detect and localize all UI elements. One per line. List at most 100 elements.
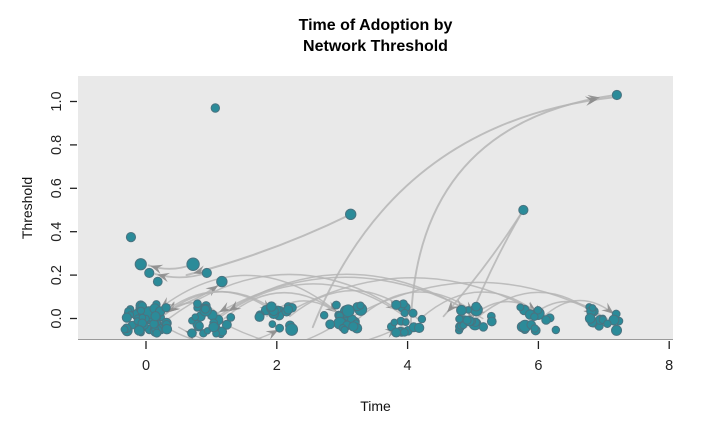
vertex-point <box>611 324 623 336</box>
vertex-point <box>530 312 539 321</box>
vertex-point <box>216 275 228 288</box>
x-axis-label: Time <box>360 398 391 414</box>
vertex-point <box>530 324 539 333</box>
vertex-point <box>133 325 145 336</box>
chart-title-line2: Network Threshold <box>303 38 448 55</box>
vertex-point <box>471 301 482 312</box>
vertex-point <box>266 301 277 312</box>
vertex-point <box>152 276 163 287</box>
vertex-point <box>187 328 197 339</box>
vertex-point <box>391 327 402 338</box>
vertex-point <box>152 328 162 338</box>
y-tick-label: 0.6 <box>49 178 65 198</box>
network-edge <box>220 283 409 320</box>
vertex-point <box>551 325 561 335</box>
vertex-point <box>200 304 210 314</box>
edge-arrowhead <box>447 300 459 313</box>
vertex-point <box>121 312 132 323</box>
vertex-point <box>478 322 489 332</box>
vertex-point <box>462 315 472 325</box>
vertex-point <box>584 313 596 324</box>
network-edge <box>161 324 285 339</box>
vertex-point <box>325 319 336 330</box>
vertex-point <box>191 313 199 321</box>
network-edge <box>168 273 409 320</box>
vertex-point <box>268 320 277 328</box>
vertex-point <box>533 305 543 315</box>
vertex-point <box>340 325 349 334</box>
y-tick-label: 0.8 <box>49 135 65 155</box>
x-tick-label: 4 <box>404 358 412 374</box>
vertex-point <box>456 304 467 316</box>
y-tick-label: 0.4 <box>49 222 65 242</box>
vertex-point <box>541 315 551 325</box>
vertex-point <box>356 301 365 310</box>
edges-layer <box>147 94 618 339</box>
network-edge <box>207 276 484 320</box>
vertex-point <box>283 304 294 315</box>
vertex-point <box>611 89 622 101</box>
vertex-point <box>516 303 525 312</box>
vertex-point <box>455 314 464 324</box>
vertex-point <box>161 323 173 335</box>
vertex-point <box>588 304 597 312</box>
vertex-point <box>417 314 427 324</box>
edge-arrowhead <box>265 329 279 339</box>
network-edge <box>357 291 481 320</box>
vertex-point <box>194 321 204 331</box>
vertex-point <box>275 323 285 333</box>
chart-title: Time of Adoption by Network Threshold <box>78 15 673 57</box>
edge-arrowhead <box>150 264 164 274</box>
vertices-layer <box>120 89 624 339</box>
edge-arrowhead <box>601 302 614 314</box>
edge-arrowhead <box>157 272 171 283</box>
vertex-point <box>391 299 402 310</box>
vertex-point <box>390 318 399 327</box>
vertex-point <box>486 316 497 327</box>
vertex-point <box>518 204 529 216</box>
y-axis-label: Threshold <box>19 176 35 240</box>
edge-arrowhead <box>205 285 219 297</box>
y-tick-label: 1.0 <box>49 91 65 111</box>
vertex-point <box>144 267 155 279</box>
vertex-point <box>125 232 137 243</box>
vertex-point <box>120 325 129 334</box>
vertex-point <box>348 321 359 332</box>
vertex-point <box>400 328 409 337</box>
plot-background <box>78 76 673 339</box>
vertex-point <box>226 313 236 322</box>
vertex-point <box>221 319 232 330</box>
vertex-point <box>210 103 221 113</box>
vertex-point <box>186 257 200 271</box>
x-tick-label: 2 <box>273 358 281 374</box>
vertex-point <box>134 258 147 271</box>
network-edge <box>178 324 337 339</box>
edge-arrowhead <box>584 96 598 106</box>
edge-arrowhead <box>324 301 338 313</box>
vertex-point <box>161 303 171 313</box>
y-tick-label: 0.2 <box>49 265 65 285</box>
edge-arrowhead <box>228 300 242 312</box>
vertex-point <box>408 308 418 318</box>
network-edge <box>158 290 278 318</box>
vertex-point <box>319 311 329 320</box>
vertex-point <box>345 208 357 221</box>
chart-title-line1: Time of Adoption by <box>298 17 453 34</box>
vertex-point <box>193 299 202 309</box>
vertex-point <box>201 267 212 279</box>
vertex-point <box>208 321 220 333</box>
vertex-point <box>400 308 409 318</box>
y-tick-label: 0.0 <box>49 308 65 328</box>
x-tick-label: 8 <box>665 358 673 374</box>
network-edge <box>230 324 406 339</box>
vertex-point <box>413 322 425 334</box>
vertex-point <box>603 319 612 328</box>
network-edge <box>276 277 549 320</box>
x-tick-label: 6 <box>534 358 542 374</box>
vertex-point <box>254 311 265 322</box>
edge-arrowhead <box>219 302 232 313</box>
edge-arrowhead <box>193 265 207 275</box>
vertex-point <box>136 306 146 315</box>
